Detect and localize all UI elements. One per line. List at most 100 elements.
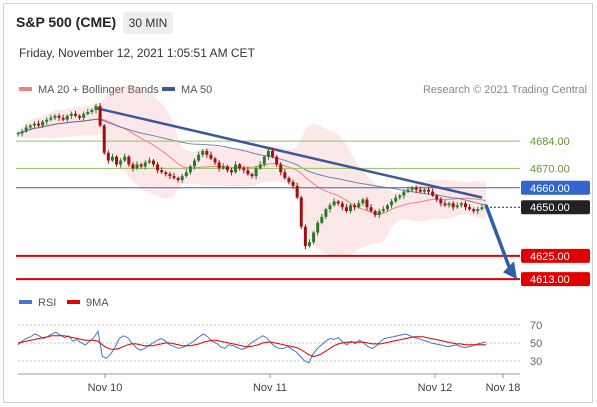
candle-body [320, 216, 324, 223]
candle-body [188, 166, 192, 173]
candle-body [131, 164, 135, 169]
candle-body [472, 209, 476, 212]
candle-body [324, 209, 328, 217]
candle-body [459, 203, 463, 206]
candle-body [205, 150, 209, 155]
candle-body [480, 207, 484, 210]
candle-body [209, 154, 213, 159]
candle-body [213, 158, 217, 163]
candle-body [262, 156, 266, 165]
candle-body [250, 174, 254, 177]
candle-body [119, 160, 123, 165]
rsi-tick-label: 30 [530, 356, 542, 368]
candle-body [468, 207, 472, 210]
candle-body [168, 174, 172, 177]
rsi-ma-swatch [67, 300, 80, 305]
candle-body [217, 162, 221, 169]
legend-bollinger-label: MA 20 + Bollinger Bands [38, 84, 159, 96]
candle-body [332, 201, 336, 206]
legend-ma50: MA 50 [162, 84, 212, 96]
candle-body [102, 125, 106, 153]
candle-body [115, 156, 119, 165]
level-tag [521, 272, 590, 287]
candle-body [439, 199, 443, 204]
candle-body [147, 160, 151, 163]
candle-body [328, 205, 332, 210]
ma50-swatch [162, 87, 175, 92]
x-tick-label: Nov 18 [486, 382, 521, 394]
rsi-tick-label: 70 [530, 320, 542, 332]
level-label: 4613.00 [530, 274, 570, 286]
candle-body [73, 113, 77, 116]
x-tick-label: Nov 11 [253, 382, 287, 394]
forecast-arrow [484, 204, 512, 270]
candle-body [176, 178, 180, 180]
candle-body [246, 170, 250, 175]
candle-body [172, 176, 176, 179]
candle-body [291, 181, 295, 186]
rsi-tick-label: 50 [530, 338, 542, 350]
candle-body [365, 199, 369, 208]
candle-body [110, 156, 114, 161]
candle-body [37, 123, 41, 126]
candle-body [41, 121, 45, 126]
x-tick-label: Nov 12 [418, 382, 453, 394]
candle-body [16, 133, 20, 135]
candle-body [303, 226, 307, 247]
candle-body [385, 205, 389, 210]
candle-body [123, 156, 127, 161]
page-title: S&P 500 (CME) [16, 14, 117, 30]
candle-body [139, 164, 143, 167]
candle-body [390, 201, 394, 206]
timeframe-button[interactable]: 30 MIN [123, 12, 173, 34]
candle-body [193, 160, 197, 167]
candle-body [271, 150, 275, 157]
bollinger-band [18, 85, 486, 257]
datetime-label: Friday, November 12, 2021 1:05:51 AM CET [19, 46, 255, 60]
candle-body [184, 172, 188, 177]
candle-body [127, 156, 131, 165]
candle-body [414, 187, 418, 190]
candle-body [151, 160, 155, 165]
candle-body [410, 187, 414, 190]
candle-body [394, 197, 398, 202]
candle-body [447, 203, 451, 206]
candle-body [431, 191, 435, 196]
legend-rsi-ma-label: 9MA [86, 297, 109, 309]
candle-body [435, 195, 439, 200]
candle-body [106, 152, 110, 161]
candle-body [279, 164, 283, 173]
candle-body [344, 207, 348, 212]
credit-label: Research © 2021 Trading Central [422, 84, 587, 96]
legend-rsi-label: RSI [38, 297, 57, 309]
rsi-line [17, 329, 487, 364]
candle-body [24, 127, 28, 132]
candle-body [69, 113, 73, 116]
candle-body [476, 209, 480, 212]
candle-body [20, 131, 24, 134]
level-tag [521, 200, 590, 215]
candle-body [427, 189, 431, 192]
rsi-ma-line [17, 335, 486, 358]
candle-body [406, 189, 410, 192]
bollinger-swatch [19, 87, 32, 92]
candle-body [398, 195, 402, 198]
candle-body [164, 172, 168, 175]
candle-body [221, 166, 225, 169]
candle-body [275, 156, 279, 165]
candle-body [160, 170, 164, 173]
candle-body [316, 222, 320, 233]
candle-body [94, 106, 98, 110]
candle-body [28, 125, 32, 128]
candle-body [307, 242, 311, 247]
trend-line [95, 106, 483, 199]
rsi-swatch [19, 300, 32, 305]
candle-body [86, 111, 90, 114]
candle-body [225, 166, 229, 171]
candle-body [357, 203, 361, 208]
candle-body [180, 176, 184, 180]
candle-body [381, 209, 385, 212]
legend-ma50-label: MA 50 [181, 84, 213, 96]
legend-bollinger: MA 20 + Bollinger Bands [19, 84, 159, 96]
candle-body [455, 205, 459, 208]
